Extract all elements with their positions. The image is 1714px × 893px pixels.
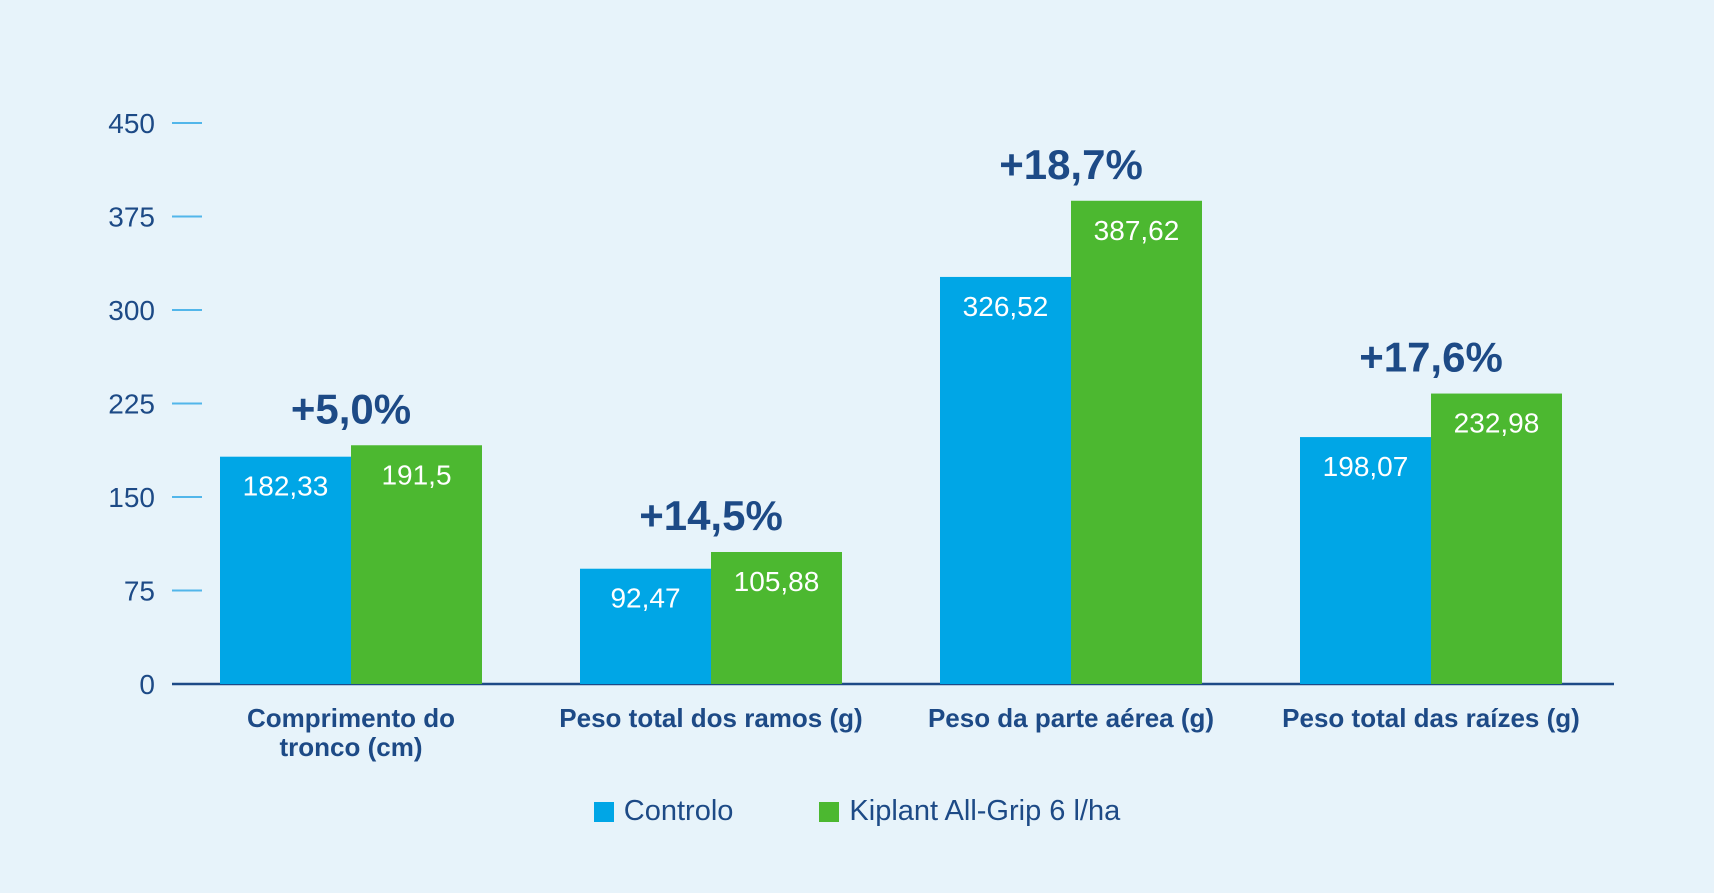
- legend-swatch-controlo: [593, 801, 614, 822]
- bar: [351, 445, 482, 684]
- percentage-annotation: +17,6%: [1359, 334, 1503, 381]
- bar: [1431, 393, 1562, 684]
- y-tick-label: 150: [108, 482, 155, 513]
- bar: [711, 552, 842, 684]
- bar-value-label: 182,33: [243, 471, 329, 502]
- bar-value-label: 92,47: [610, 583, 680, 614]
- y-tick-label: 75: [124, 576, 155, 607]
- y-tick-label: 225: [108, 389, 155, 420]
- legend-item-controlo: Controlo: [593, 795, 734, 828]
- bar-value-label: 387,62: [1094, 215, 1180, 246]
- bars: 182,33 191,5 +5,0% 92,47 105,88 +14,5% 326,52 3…: [220, 141, 1562, 684]
- percentage-annotation: +5,0%: [291, 385, 411, 432]
- y-tick-label: 0: [139, 669, 155, 700]
- percentage-annotation: +14,5%: [639, 492, 783, 539]
- legend-label-kiplant: Kiplant All-Grip 6 l/ha: [849, 795, 1121, 827]
- bar-value-label: 232,98: [1454, 408, 1540, 439]
- x-category-label: tronco (cm): [280, 732, 423, 762]
- bar: [220, 456, 351, 684]
- y-tick-label: 300: [108, 295, 155, 326]
- bar-value-label: 326,52: [963, 291, 1049, 322]
- legend-label-controlo: Controlo: [623, 795, 734, 827]
- legend: Controlo Kiplant All-Grip 6 l/ha: [0, 795, 1714, 828]
- bar-value-label: 105,88: [734, 566, 820, 597]
- x-category-label: Peso da parte aérea (g): [928, 703, 1214, 733]
- bar-value-label: 191,5: [381, 459, 451, 490]
- percentage-annotation: +18,7%: [999, 141, 1143, 188]
- x-category-label: Peso total dos ramos (g): [559, 703, 862, 733]
- legend-swatch-kiplant: [819, 801, 840, 822]
- y-tick-label: 375: [108, 202, 155, 233]
- bar-value-label: 198,07: [1323, 451, 1409, 482]
- x-category-label: Comprimento do: [247, 703, 455, 733]
- bar: [940, 276, 1071, 684]
- legend-item-kiplant: Kiplant All-Grip 6 l/ha: [819, 795, 1120, 828]
- bar: [1300, 437, 1431, 684]
- bar: [580, 568, 711, 684]
- y-tick-label: 450: [108, 108, 155, 139]
- x-category-label: Peso total das raízes (g): [1282, 703, 1580, 733]
- bar: [1071, 200, 1202, 684]
